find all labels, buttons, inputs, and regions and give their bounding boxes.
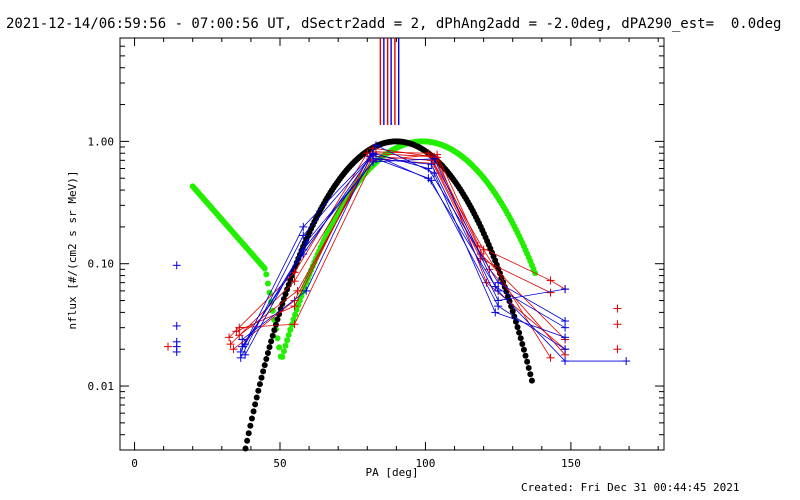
green-curve-dot <box>264 280 271 287</box>
black-curve-dot <box>264 350 271 357</box>
black-curve-dot <box>252 401 259 408</box>
black-curve-dot <box>524 358 531 365</box>
black-curve-dot <box>525 364 532 371</box>
black-curve-dot <box>527 371 534 378</box>
green-curve-dot <box>263 271 270 278</box>
green-curve-dot <box>269 307 276 314</box>
axis-ticks: 0 50 100 150 0.01 0.10 1.00 <box>88 37 664 470</box>
series-line <box>239 151 566 340</box>
top-markers <box>379 38 400 125</box>
black-curve-dot <box>285 281 292 288</box>
green-curve-dot <box>292 311 299 318</box>
series-line <box>240 154 566 359</box>
green-curve-dot <box>280 348 287 355</box>
green-curve-dot <box>285 331 292 338</box>
black-curve-dot <box>522 352 529 359</box>
x-tick-label: 100 <box>416 457 436 470</box>
black-curve-dot <box>253 394 260 401</box>
black-curve-dot <box>260 368 267 375</box>
black-curve-dot <box>268 338 275 345</box>
black-curve-dot <box>272 321 279 328</box>
black-curve-dot <box>279 300 286 307</box>
black-curve-dot <box>258 374 265 381</box>
y-tick-label: 0.01 <box>88 380 115 393</box>
x-tick-label: 0 <box>131 457 138 470</box>
black-curve-dot <box>250 408 257 415</box>
y-axis-label: nflux [#/(cm2 s sr MeV)] <box>66 171 79 330</box>
black-curve-dot <box>255 387 262 394</box>
black-curve-dot <box>520 346 527 353</box>
created-timestamp: Created: Fri Dec 31 00:44:45 2021 <box>521 481 740 494</box>
green-curve-dot <box>287 326 294 333</box>
black-curve-dot <box>282 291 289 298</box>
y-tick-label: 1.00 <box>88 135 115 148</box>
black-curve-dot <box>506 298 513 305</box>
black-curve-dot <box>516 329 523 336</box>
black-curve-dot <box>509 308 516 315</box>
black-curve-dot <box>261 362 268 369</box>
black-curve-dot <box>271 327 278 334</box>
black-curve-dot <box>266 344 273 351</box>
black-curve-dot <box>256 381 263 388</box>
green-curve-dot <box>276 344 283 351</box>
green-curve-dot <box>274 335 281 342</box>
model-curves <box>189 138 539 452</box>
green-curve-dot <box>282 342 289 349</box>
black-curve-dot <box>263 356 270 363</box>
black-curve-dot <box>517 335 524 342</box>
black-curve-dot <box>244 437 251 444</box>
green-curve-dot <box>261 265 268 272</box>
green-curve-dot <box>284 337 291 344</box>
x-tick-label: 150 <box>561 457 581 470</box>
black-curve-dot <box>247 422 254 429</box>
series-line <box>239 154 566 356</box>
black-curve-dot <box>248 415 255 422</box>
plot-frame <box>119 37 665 451</box>
series-line <box>241 144 566 340</box>
y-tick-label: 0.10 <box>88 258 115 271</box>
black-curve-dot <box>274 316 281 323</box>
series-line <box>233 158 551 359</box>
black-curve-dot <box>269 332 276 339</box>
series-line <box>244 158 566 345</box>
black-curve-dot <box>284 286 291 293</box>
black-curve-dot <box>528 377 535 384</box>
black-curve-dot <box>514 324 521 331</box>
black-curve-dot <box>519 340 526 347</box>
data-series <box>164 141 631 366</box>
x-tick-label: 50 <box>273 457 286 470</box>
chart-title: 2021-12-14/06:59:56 - 07:00:56 UT, dSect… <box>6 16 782 32</box>
green-curve-dot <box>293 306 300 313</box>
green-curve-dot <box>279 353 286 360</box>
black-curve-dot <box>242 445 249 452</box>
x-axis-label: PA [deg] <box>366 466 419 479</box>
black-curve-dot <box>245 430 252 437</box>
